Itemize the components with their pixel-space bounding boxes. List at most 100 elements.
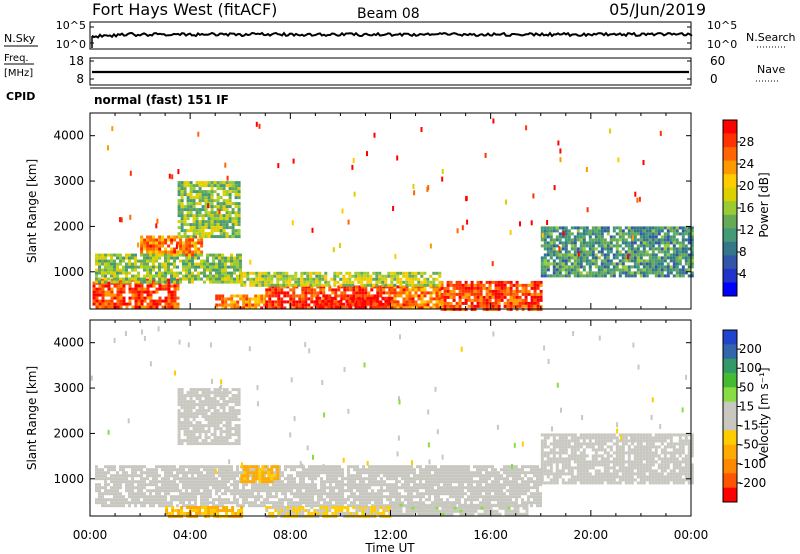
heatmap-cell — [176, 495, 179, 499]
heatmap-cell — [167, 238, 171, 242]
heatmap-cell — [388, 294, 392, 298]
heatmap-cell — [663, 274, 667, 278]
heatmap-cell — [458, 295, 462, 299]
heatmap-cell — [482, 468, 485, 472]
heatmap-cell — [215, 256, 218, 260]
heatmap-cell — [642, 241, 646, 245]
heatmap-cell — [210, 220, 214, 224]
heatmap-cell — [215, 271, 218, 275]
heatmap-cell — [140, 287, 144, 291]
heatmap-cell — [576, 271, 580, 275]
heatmap-cell — [182, 504, 185, 508]
heatmap-cell — [591, 274, 595, 278]
heatmap-cell — [326, 474, 329, 478]
heatmap-cell — [95, 474, 98, 478]
heatmap-cell — [494, 289, 498, 293]
heatmap-cell — [582, 256, 586, 260]
heatmap-cell — [561, 262, 565, 266]
heatmap-cell — [573, 259, 577, 263]
heatmap-cell — [284, 489, 287, 493]
heatmap-cell — [198, 427, 202, 431]
heatmap-cell — [216, 187, 220, 191]
heatmap-cell — [306, 283, 310, 287]
heatmap-cell — [509, 465, 512, 469]
heatmap-cell — [314, 501, 317, 505]
heatmap-cell — [467, 468, 470, 472]
heatmap-cell — [393, 294, 397, 298]
heatmap-cell — [369, 283, 373, 287]
heatmap-cell — [143, 465, 146, 469]
heatmap-cell — [134, 492, 137, 496]
heatmap-cell — [326, 465, 329, 469]
heatmap-cell — [540, 259, 544, 263]
heatmap-cell — [318, 277, 322, 281]
heatmap-cell — [366, 271, 370, 275]
heatmap-cell — [438, 280, 442, 284]
heatmap-cell — [464, 474, 467, 478]
heatmap-cell — [222, 232, 226, 236]
heatmap-cell — [251, 495, 254, 499]
heatmap-cell — [425, 486, 428, 490]
heatmap-cell — [296, 486, 299, 490]
heatmap-cell — [170, 483, 173, 487]
heatmap-cell — [125, 501, 128, 505]
heatmap-cell — [393, 271, 397, 275]
heatmap-speckle — [396, 155, 399, 161]
heatmap-cell — [690, 232, 694, 236]
heatmap-cell — [654, 259, 658, 263]
heatmap-cell — [355, 291, 359, 295]
heatmap-cell — [383, 465, 386, 469]
heatmap-cell — [684, 256, 688, 260]
heatmap-cell — [228, 205, 232, 209]
heatmap-cell — [189, 388, 193, 392]
heatmap-cell — [354, 302, 358, 306]
heatmap-cell — [364, 291, 368, 295]
heatmap-cell — [573, 238, 577, 242]
heatmap-cell — [219, 208, 223, 212]
heatmap-cell — [446, 492, 449, 496]
heatmap-cell — [648, 244, 652, 248]
heatmap-cell — [368, 468, 371, 472]
heatmap-cell — [95, 290, 99, 294]
heatmap-cell — [203, 480, 206, 484]
heatmap-cell — [125, 302, 129, 306]
heatmap-cell — [167, 268, 170, 272]
heatmap-cell — [213, 412, 217, 416]
heatmap-cell — [341, 480, 344, 484]
heatmap-cell — [242, 501, 245, 505]
heatmap-cell — [204, 199, 208, 203]
noise-trace — [91, 31, 693, 48]
heatmap-cell — [204, 214, 208, 218]
heatmap-cell — [313, 291, 317, 295]
heatmap-cell — [281, 504, 284, 508]
heatmap-cell — [627, 274, 631, 278]
heatmap-cell — [186, 199, 190, 203]
heatmap-cell — [307, 285, 311, 289]
heatmap-cell — [512, 468, 515, 472]
heatmap-cell — [245, 294, 249, 298]
heatmap-cell — [177, 199, 181, 203]
heatmap-cell — [210, 190, 214, 194]
heatmap-cell — [371, 480, 374, 484]
heatmap-cell — [198, 190, 202, 194]
heatmap-cell — [320, 477, 323, 481]
heatmap-cell — [210, 439, 214, 443]
heatmap-speckle — [120, 217, 123, 223]
heatmap-cell — [374, 498, 377, 502]
heatmap-cell — [281, 498, 284, 502]
heatmap-cell — [201, 388, 205, 392]
heatmap-cell — [287, 480, 290, 484]
heatmap-cell — [633, 265, 637, 269]
heatmap-cell — [198, 193, 202, 197]
heatmap-cell — [195, 412, 199, 416]
heatmap-cell — [479, 283, 483, 287]
heatmap-cell — [381, 302, 385, 306]
heatmap-cell — [98, 495, 101, 499]
heatmap-cell — [203, 501, 206, 505]
heatmap-cell — [206, 268, 209, 272]
heatmap-cell — [158, 256, 161, 260]
heatmap-cell — [488, 283, 492, 287]
heatmap-cell — [167, 244, 171, 248]
heatmap-cell — [585, 274, 589, 278]
heatmap-cell — [183, 232, 187, 236]
